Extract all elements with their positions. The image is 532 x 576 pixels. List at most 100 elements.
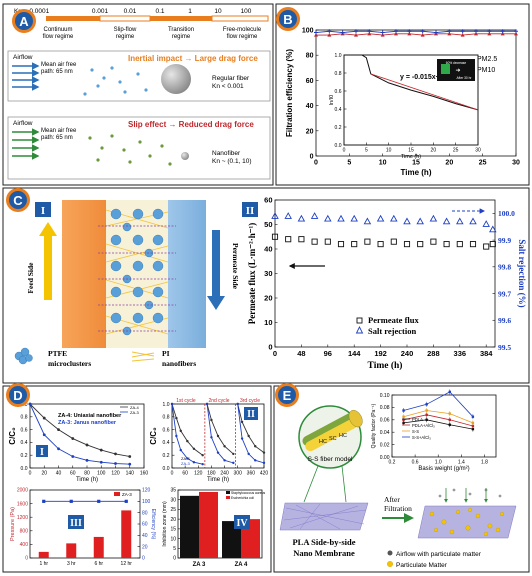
series-line <box>403 419 473 430</box>
x-tick-label: 60 <box>182 471 188 477</box>
efficiency-point <box>124 499 128 503</box>
data-point <box>460 29 465 34</box>
core-label: HC <box>319 439 327 445</box>
inertial-box-frame <box>7 50 271 102</box>
feed-layer <box>62 200 106 348</box>
kn-tick: 0.001 <box>92 8 109 15</box>
roman-badge <box>242 202 258 217</box>
airflow-particles <box>83 66 148 96</box>
data-point <box>380 30 385 35</box>
regime-continuum-line1: Continuum <box>43 27 72 33</box>
x-tick-label: 192 <box>374 349 387 358</box>
badge-a: A <box>12 9 36 33</box>
y-tick-label: 35 <box>170 488 176 494</box>
y-tick-label: 0.4 <box>21 440 28 446</box>
data-point <box>500 29 505 34</box>
inset-photo-green-patch <box>441 64 450 74</box>
inhibition-chart: 0 5 10 15 20 25 30 35 ZA 3 ZA 4 Inhibition zone (m… <box>162 488 265 568</box>
y-tick-label: 80 <box>306 53 314 60</box>
y-axis-title: Quality factor (Pa⁻¹) <box>371 403 377 448</box>
pressure-chart: 0 400 800 1200 1600 2000 0 20 40 60 80 100 120 1 hr 3 … <box>10 488 156 567</box>
kn-label: Kn = 0.0001 <box>14 8 50 15</box>
ptfe-clusters <box>110 208 164 336</box>
data-point <box>28 402 32 406</box>
kn-segment-transition <box>150 16 212 21</box>
y-tick-label: 0.8 <box>21 415 28 421</box>
data-point <box>85 458 89 462</box>
data-point <box>448 418 451 421</box>
legend-label: Escherichia coli <box>231 496 254 500</box>
x-tick-label: 15 <box>412 160 420 167</box>
y-right-tick-label: 60 <box>142 522 148 528</box>
series-line <box>171 403 203 456</box>
y-tick-label: 25 <box>170 507 176 513</box>
x-tick-label: 96 <box>324 349 332 358</box>
x-tick-label: 0 <box>314 160 318 167</box>
x-tick-label: 140 <box>126 471 135 477</box>
data-point <box>402 418 405 421</box>
rejection-point <box>284 212 292 219</box>
flux-point <box>469 241 477 248</box>
regime-continuum-line2: flow regime <box>43 34 74 40</box>
y-tick-label: 1.0 <box>163 402 170 408</box>
x-tick-label: 1.4 <box>458 460 465 466</box>
panel-e: HC SC HC S-S fiber model PLA Side-by-sid… <box>273 385 530 573</box>
data-point <box>402 409 405 412</box>
series-line <box>29 403 130 457</box>
data-point <box>223 445 226 448</box>
y-right-tick-label: 20 <box>142 544 148 550</box>
kn-segment-continuum <box>46 16 100 21</box>
roman-badge <box>68 515 84 529</box>
x-axis-title: Basis weight (g/m²) <box>418 466 469 472</box>
legend-label: PM2.5 <box>477 56 497 63</box>
ptfe-legend-icon <box>14 347 33 365</box>
data-point <box>425 409 428 412</box>
side-by-side-fiber <box>302 409 363 452</box>
nanofiber-sphere <box>181 152 189 160</box>
data-point <box>57 428 60 431</box>
badge-b: B <box>276 7 300 31</box>
inset-photo-caption: After 30 hr <box>457 76 473 80</box>
y-tick-label: 0.6 <box>21 427 28 433</box>
membrane-title-line1: PLA Side-by-side <box>292 537 355 547</box>
data-point <box>425 413 428 417</box>
legend-label: S-S <box>412 429 419 434</box>
data-point <box>402 415 405 418</box>
y-tick-label: 50 <box>264 220 272 229</box>
x-tick-label: 160 <box>140 471 149 477</box>
flux-point <box>483 243 490 250</box>
x-tick-label: 100 <box>97 471 106 477</box>
data-point <box>128 462 132 466</box>
inset-equation: y = -0.015x+0.84 <box>400 74 453 81</box>
roman-badge-text: II <box>246 205 255 217</box>
plot-frame <box>177 489 263 559</box>
data-point <box>500 31 505 36</box>
panel-c: Feed Side Permeate Side PTFE microcluste… <box>2 187 530 384</box>
data-point <box>354 33 358 37</box>
data-point <box>327 29 332 34</box>
x-tick-label: 30 <box>512 160 520 167</box>
data-point <box>327 33 332 37</box>
data-point <box>407 29 412 34</box>
kn-regular: Kn < 0.001 <box>212 83 244 90</box>
quality-factor-chart: 0.2 0.6 1.0 1.4 1.8 0.00 0.02 0.04 0.06 0.08 0.10 B… <box>371 389 497 472</box>
x-tick-label: 384 <box>480 349 493 358</box>
y-tick-label: 0.08 <box>380 405 390 411</box>
x-tick-label: 48 <box>297 349 305 358</box>
legend-label: Permeate flux <box>368 315 419 325</box>
x-tick-label: 1 hr <box>39 561 48 567</box>
data-point <box>471 421 475 425</box>
y-tick-label: 30 <box>170 497 176 503</box>
rejection-point <box>350 214 358 222</box>
x-tick-label: 0 <box>171 471 174 477</box>
inhibition-bar <box>180 495 199 558</box>
data-point <box>487 29 492 34</box>
fiber-model-bubble: HC SC HC S-S fiber model <box>298 405 363 503</box>
series-line <box>403 410 474 424</box>
inset-photo-caption: 60% decrease <box>446 61 467 65</box>
inertial-box: Airflow Mean air free path: 65 nm Inerti… <box>7 50 271 102</box>
y-tick-label: 0 <box>310 153 314 160</box>
y-tick-label: 0.6 <box>335 89 342 95</box>
permeate-layer <box>168 200 206 348</box>
y-tick-label: 0.04 <box>380 430 390 436</box>
